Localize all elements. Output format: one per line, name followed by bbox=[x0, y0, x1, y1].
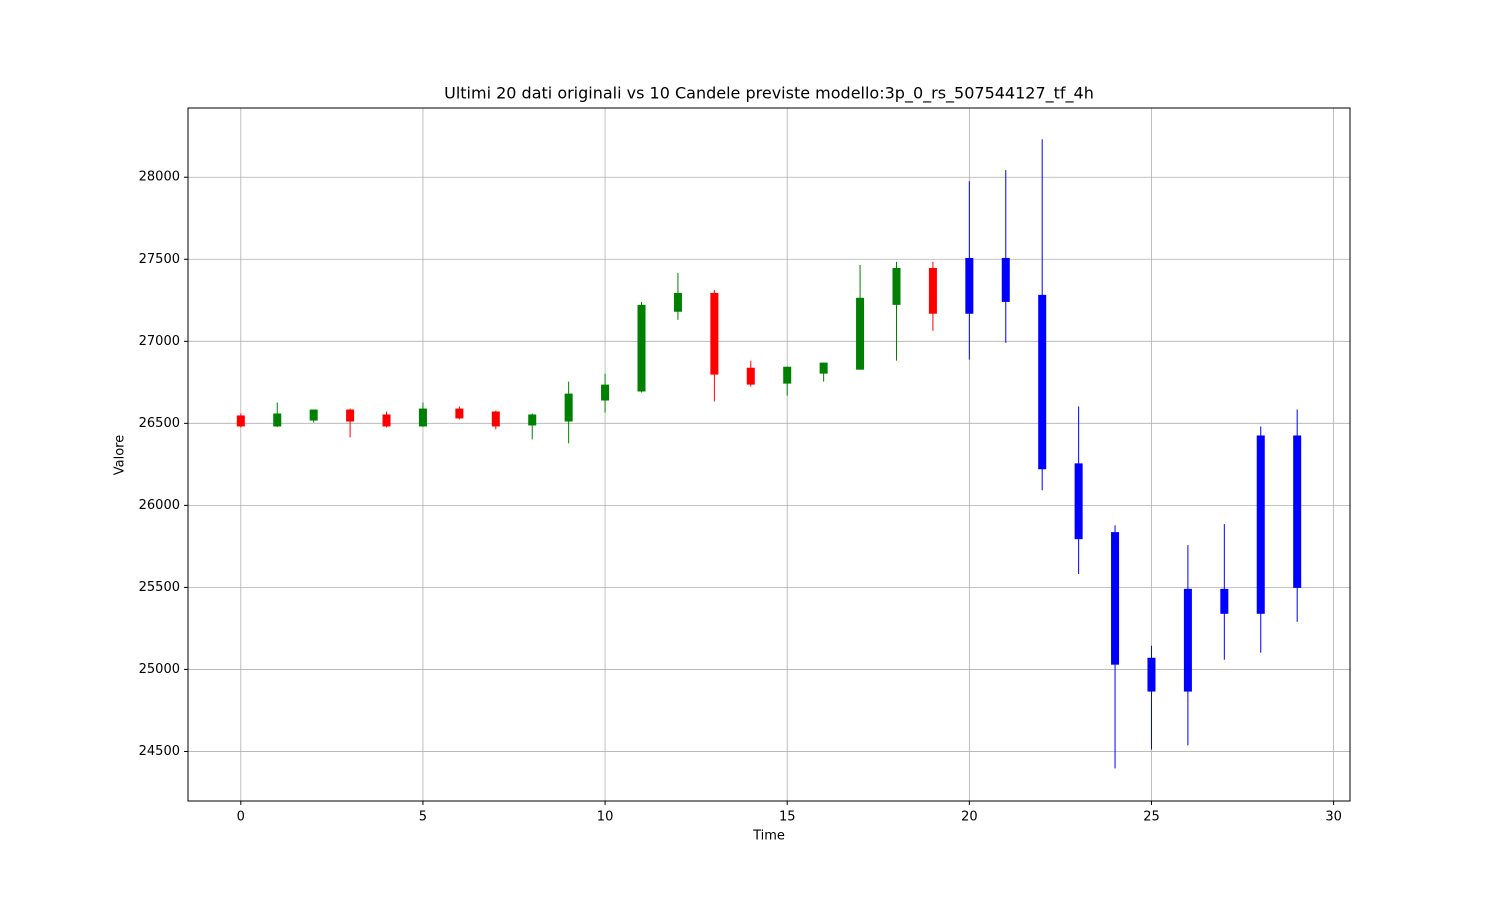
x-tick-label: 10 bbox=[597, 810, 614, 825]
candle-body bbox=[965, 257, 974, 314]
y-tick-label: 28000 bbox=[139, 170, 180, 185]
x-tick-label: 0 bbox=[237, 810, 245, 825]
y-tick-label: 24500 bbox=[139, 744, 180, 759]
candle-body bbox=[856, 297, 865, 370]
candle-body bbox=[1038, 294, 1047, 470]
candle-body bbox=[1220, 588, 1229, 614]
x-tick-label: 30 bbox=[1325, 810, 1342, 825]
candle-body bbox=[564, 393, 573, 422]
x-tick-label: 20 bbox=[961, 810, 978, 825]
chart-title: Ultimi 20 dati originali vs 10 Candele p… bbox=[444, 84, 1094, 104]
candle-body bbox=[710, 292, 719, 375]
candle-body bbox=[1001, 257, 1010, 302]
candle-body bbox=[746, 367, 755, 385]
candle-body bbox=[346, 409, 355, 422]
x-axis-label: Time bbox=[752, 829, 785, 844]
candle-body bbox=[1183, 588, 1192, 692]
candle-body bbox=[309, 409, 318, 421]
candle-body bbox=[673, 292, 682, 312]
candle-body bbox=[1293, 435, 1302, 588]
candle-body bbox=[1147, 657, 1156, 692]
candle-body bbox=[601, 384, 610, 401]
y-tick-label: 25500 bbox=[139, 580, 180, 595]
candle-body bbox=[491, 411, 500, 427]
candle-body bbox=[1074, 463, 1083, 540]
candle-body bbox=[528, 414, 537, 426]
x-tick-label: 25 bbox=[1143, 810, 1160, 825]
y-tick-label: 26500 bbox=[139, 416, 180, 431]
candle-body bbox=[1111, 532, 1120, 665]
candle-body bbox=[928, 267, 937, 314]
candle-body bbox=[637, 304, 646, 392]
x-tick-label: 5 bbox=[419, 810, 427, 825]
candle-body bbox=[1256, 435, 1265, 614]
candle-body bbox=[236, 415, 245, 427]
y-tick-label: 26000 bbox=[139, 498, 180, 513]
y-tick-label: 25000 bbox=[139, 662, 180, 677]
y-axis-label: Valore bbox=[113, 435, 128, 475]
candle-body bbox=[783, 366, 792, 384]
candle-body bbox=[819, 362, 828, 374]
x-tick-label: 15 bbox=[779, 810, 796, 825]
candle-body bbox=[892, 267, 901, 305]
candle-body bbox=[273, 413, 282, 427]
plot-frame bbox=[187, 107, 1351, 802]
candle-body bbox=[382, 414, 391, 427]
candle-body bbox=[418, 408, 427, 427]
candle-body bbox=[455, 408, 464, 419]
y-tick-label: 27000 bbox=[139, 334, 180, 349]
y-tick-label: 27500 bbox=[139, 252, 180, 267]
